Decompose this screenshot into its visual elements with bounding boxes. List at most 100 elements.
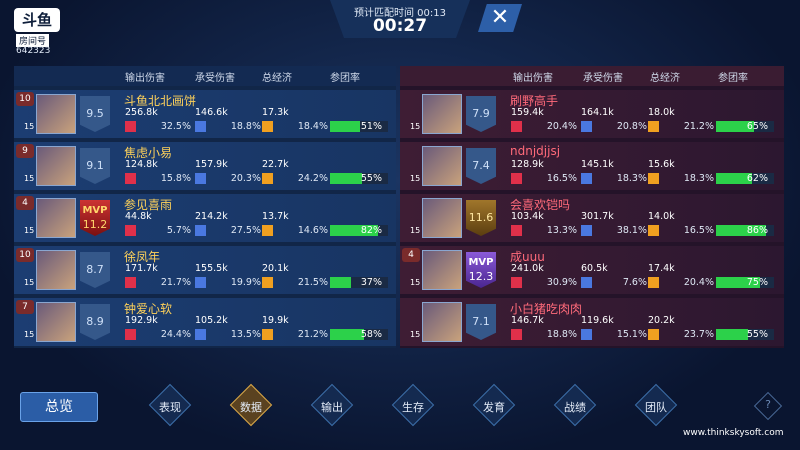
stat-value: 301.7k: [581, 211, 614, 222]
hero-level: 15: [410, 330, 421, 339]
stat-swatch: [195, 329, 206, 340]
stat-value: 17.3k: [262, 107, 289, 118]
stat-value: 145.1k: [581, 159, 614, 170]
score: 7.4: [472, 159, 490, 172]
stat-value: 241.0k: [511, 263, 544, 274]
column-header: 参团率: [718, 73, 748, 84]
stat-swatch: [581, 173, 592, 184]
stat-value: 44.8k: [125, 211, 152, 222]
stat-value: 192.9k: [125, 315, 158, 326]
score: 11.6: [468, 211, 494, 224]
nav-tab[interactable]: 生存: [402, 401, 424, 414]
stat-value: 17.4k: [648, 263, 675, 274]
hero-avatar: [36, 94, 76, 134]
nav-tab[interactable]: 团队: [645, 401, 667, 414]
participation: 82%: [360, 225, 382, 236]
player-name: 参见喜雨: [124, 198, 173, 212]
score-badge: 7.4: [466, 148, 496, 184]
stat-percent: 24.2%: [297, 173, 328, 184]
player-name: 钟爱心软: [124, 302, 173, 316]
stat-swatch: [262, 173, 273, 184]
score-badge: 11.6: [466, 200, 496, 236]
column-header: 输出伤害: [125, 73, 165, 84]
column-header: 输出伤害: [513, 73, 553, 84]
hero-level: 15: [410, 278, 421, 287]
player-name: 斗鱼北北画饼: [124, 94, 197, 108]
score-badge: 9.5: [80, 96, 110, 132]
participation: 62%: [746, 173, 768, 184]
stat-value: 20.2k: [648, 315, 675, 326]
stat-swatch: [648, 121, 659, 132]
participation: 65%: [746, 121, 768, 132]
stat-percent: 13.3%: [546, 225, 577, 236]
player-row: 15 7 8.9 钟爱心软 192.9k 24.4% 105.2k 13.5% 19.9k 21.…: [14, 298, 396, 346]
stat-percent: 15.8%: [160, 173, 191, 184]
player-row: 15 4 MVP 11.2 参见喜雨 44.8k 5.7% 214.2k 27.5% 13.7k 1…: [14, 194, 396, 242]
hero-avatar: [36, 146, 76, 186]
stat-percent: 16.5%: [546, 173, 577, 184]
hero-level: 15: [410, 174, 421, 183]
score-badge: 7.9: [466, 96, 496, 132]
player-name: ndnjdjjsj: [510, 144, 561, 158]
column-header: 参团率: [330, 73, 360, 84]
mvp-label: MVP: [468, 257, 494, 268]
participation-bar: [716, 225, 766, 236]
nav-tab[interactable]: 输出: [321, 401, 343, 414]
close-button[interactable]: ✕: [478, 4, 522, 32]
nav-tab[interactable]: 数据: [240, 401, 262, 414]
stat-swatch: [262, 329, 273, 340]
player-name: 小白猪吃肉肉: [510, 302, 583, 316]
participation: 86%: [746, 225, 768, 236]
stat-percent: 18.3%: [616, 173, 647, 184]
stat-percent: 21.2%: [683, 121, 714, 132]
stat-percent: 16.5%: [683, 225, 714, 236]
participation: 37%: [360, 277, 382, 288]
hero-level: 15: [24, 122, 35, 131]
nav-tab[interactable]: 表现: [159, 401, 181, 414]
stat-percent: 18.8%: [546, 329, 577, 340]
stat-value: 157.9k: [195, 159, 228, 170]
hero-avatar: [422, 94, 462, 134]
stat-value: 20.1k: [262, 263, 289, 274]
player-row: 15 9 9.1 焦虑小易 124.8k 15.8% 157.9k 20.3% 22.7k 24.…: [14, 142, 396, 190]
back-button[interactable]: 总览: [20, 392, 98, 422]
column-header: 承受伤害: [583, 73, 623, 84]
hero-level: 15: [410, 122, 421, 131]
participation: 55%: [746, 329, 768, 340]
participation-track: [330, 277, 388, 288]
column-header: 承受伤害: [195, 73, 235, 84]
stat-swatch: [648, 277, 659, 288]
stat-swatch: [262, 121, 273, 132]
score-badge: 8.9: [80, 304, 110, 340]
stat-value: 18.0k: [648, 107, 675, 118]
participation: 55%: [360, 173, 382, 184]
hero-avatar: [422, 198, 462, 238]
score: 9.5: [86, 107, 104, 120]
timer: 00:27: [372, 16, 428, 36]
back-label[interactable]: 总览: [45, 399, 73, 415]
stat-value: 19.9k: [262, 315, 289, 326]
stat-swatch: [125, 329, 136, 340]
help-button[interactable]: ?: [765, 398, 771, 411]
score: 7.9: [472, 107, 490, 120]
participation-bar: [330, 121, 360, 132]
stat-percent: 32.5%: [160, 121, 191, 132]
score: 9.1: [86, 159, 104, 172]
participation: 75%: [746, 277, 768, 288]
player-name: 会喜欢铠吗: [510, 198, 571, 212]
stat-swatch: [262, 277, 273, 288]
player-name: 刷野高手: [510, 94, 559, 108]
hero-level: 15: [24, 330, 35, 339]
stat-percent: 5.7%: [166, 225, 191, 236]
room-id: 642323: [16, 46, 51, 56]
stat-percent: 20.8%: [616, 121, 647, 132]
room-label: 房间号: [16, 34, 50, 47]
nav-tab[interactable]: 发育: [483, 401, 505, 414]
participation: 51%: [360, 121, 382, 132]
stat-percent: 18.4%: [297, 121, 328, 132]
stat-percent: 38.1%: [616, 225, 647, 236]
nav-tab[interactable]: 战绩: [564, 401, 586, 414]
hero-avatar: [422, 250, 462, 290]
stat-percent: 20.4%: [546, 121, 577, 132]
stat-swatch: [648, 225, 659, 236]
